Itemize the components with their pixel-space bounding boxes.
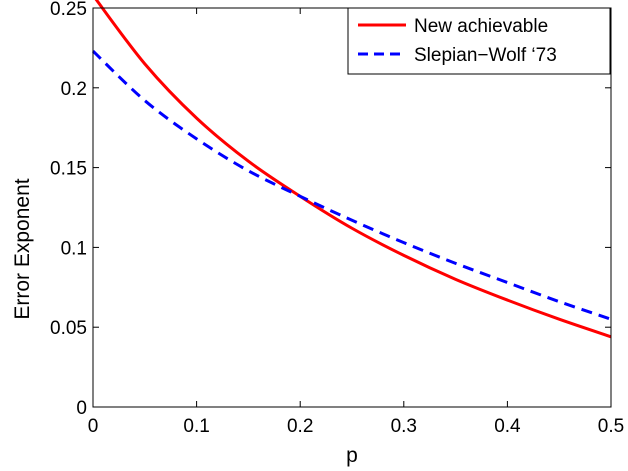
legend-label-1: New achievable xyxy=(414,16,548,37)
series-line-1 xyxy=(94,0,612,339)
y-tick-label: 0.1 xyxy=(61,238,87,259)
series-layer xyxy=(91,0,612,339)
legend-label-2: Slepian−Wolf ‘73 xyxy=(414,45,557,66)
x-tick-label: 0.4 xyxy=(494,416,521,437)
y-tick-label: 0.15 xyxy=(50,159,87,180)
x-tick-label: 0.2 xyxy=(287,416,313,437)
y-tick-label: 0.2 xyxy=(61,79,87,100)
legend-box xyxy=(347,7,611,75)
y-tick-label: 0.05 xyxy=(50,318,87,339)
y-tick-label: 0.25 xyxy=(50,0,87,20)
x-tick-label: 0.1 xyxy=(183,416,209,437)
y-tick-label: 0 xyxy=(76,398,87,419)
y-axis-label: Error Exponent xyxy=(11,178,34,319)
series-line-2 xyxy=(91,50,612,321)
legend: New achievable Slepian−Wolf ‘73 xyxy=(347,7,611,75)
x-tick-label: 0.3 xyxy=(391,416,417,437)
x-axis-label: p xyxy=(346,444,358,467)
axes-layer: 0 0.1 0.2 0.3 0.4 0.5 0 0.05 0.1 0.15 0.2 0.25 xyxy=(50,0,624,437)
x-tick-label: 0.5 xyxy=(598,416,624,437)
x-tick-label: 0 xyxy=(88,416,99,437)
